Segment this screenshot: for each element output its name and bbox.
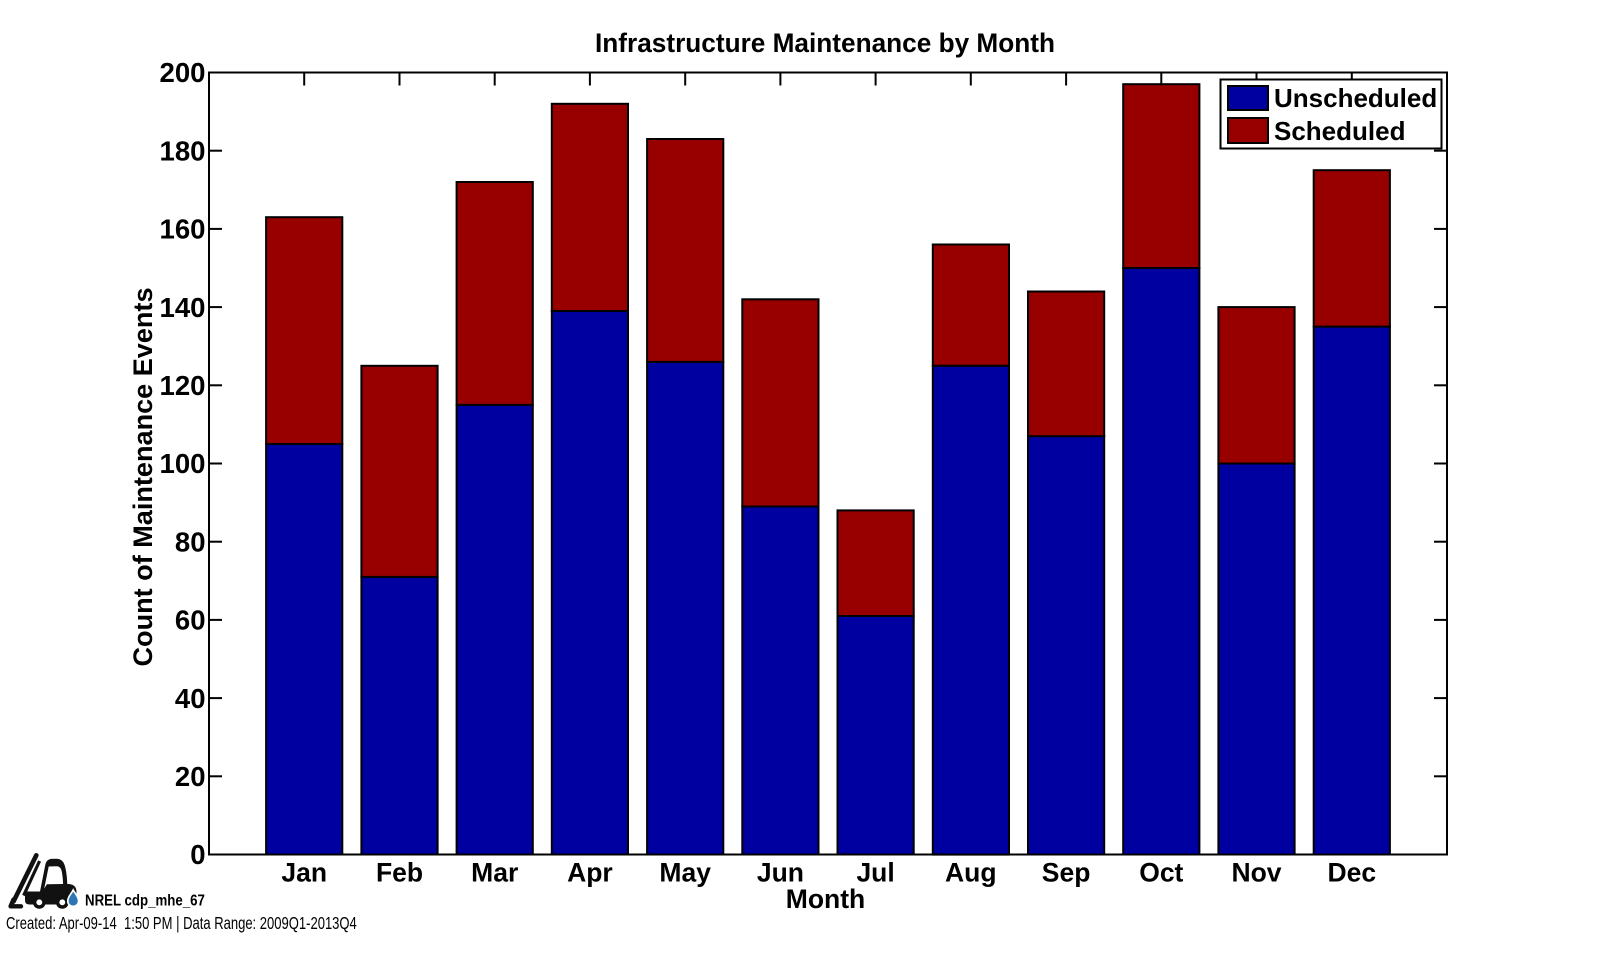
svg-text:Jan: Jan (281, 858, 327, 888)
svg-text:180: 180 (160, 135, 206, 166)
svg-text:200: 200 (160, 57, 206, 88)
svg-text:Scheduled: Scheduled (1274, 116, 1405, 146)
svg-text:Dec: Dec (1327, 858, 1376, 888)
svg-text:0: 0 (190, 839, 205, 870)
svg-text:Apr: Apr (567, 858, 613, 888)
svg-text:Nov: Nov (1231, 858, 1281, 888)
svg-text:Sep: Sep (1042, 858, 1091, 888)
svg-text:Jul: Jul (856, 858, 894, 888)
svg-text:80: 80 (175, 526, 206, 557)
svg-text:60: 60 (175, 605, 206, 636)
svg-text:Unscheduled: Unscheduled (1274, 83, 1437, 113)
svg-text:Mar: Mar (471, 858, 518, 888)
svg-text:Created: Apr-09-14 1:50 PM |: Created: Apr-09-14 1:50 PM | Data Range:… (6, 914, 357, 933)
svg-text:Infrastructure Maintenance by: Infrastructure Maintenance by Month (595, 28, 1055, 58)
svg-text:Oct: Oct (1139, 858, 1183, 888)
svg-text:20: 20 (175, 761, 206, 792)
svg-text:Aug: Aug (945, 858, 997, 888)
svg-text:160: 160 (160, 214, 206, 245)
svg-text:Month: Month (786, 884, 865, 914)
svg-text:120: 120 (160, 370, 206, 401)
svg-text:May: May (659, 858, 711, 888)
svg-text:100: 100 (160, 448, 206, 479)
svg-text:140: 140 (160, 292, 206, 323)
svg-text:NREL cdp_mhe_67: NREL cdp_mhe_67 (85, 892, 205, 909)
svg-text:Count of Maintenance Events: Count of Maintenance Events (128, 288, 158, 667)
svg-text:Jun: Jun (757, 858, 804, 888)
svg-text:Feb: Feb (376, 858, 423, 888)
svg-text:40: 40 (175, 683, 206, 714)
